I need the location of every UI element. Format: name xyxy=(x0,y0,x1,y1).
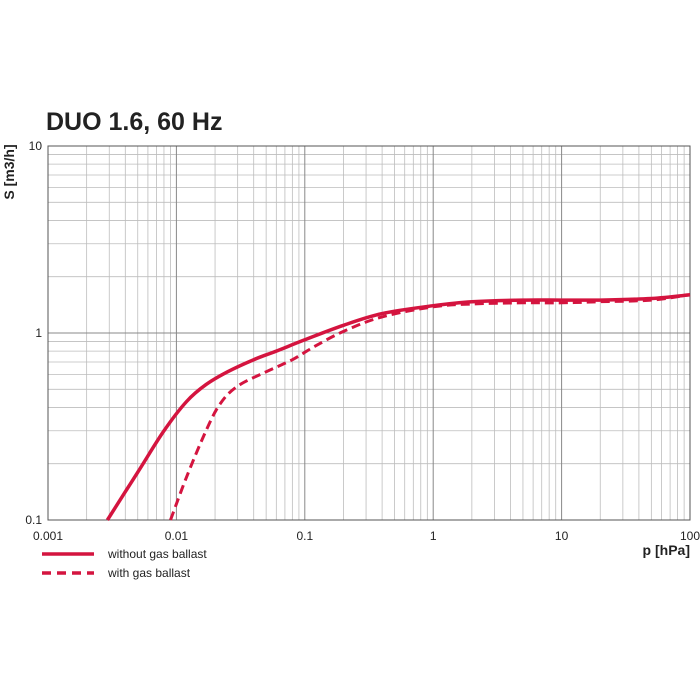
legend-label-without-gas-ballast: without gas ballast xyxy=(107,547,207,561)
y-tick-label: 10 xyxy=(29,139,43,153)
legend-label-with-gas-ballast: with gas ballast xyxy=(107,566,191,580)
y-tick-labels: 0.1 1 10 xyxy=(25,139,42,527)
x-tick-label: 0.1 xyxy=(296,529,313,543)
x-tick-label: 0.01 xyxy=(165,529,189,543)
x-tick-label: 10 xyxy=(555,529,569,543)
series-line-without-gas-ballast xyxy=(105,293,691,521)
x-tick-label: 100 xyxy=(680,529,700,543)
y-axis-label: S [m3/h] xyxy=(1,144,17,199)
y-tick-label: 1 xyxy=(35,326,42,340)
y-tick-label: 0.1 xyxy=(25,513,42,527)
chart-title: DUO 1.6, 60 Hz xyxy=(46,108,222,136)
x-axis-label: p [hPa] xyxy=(643,542,690,558)
legend: without gas ballast with gas ballast xyxy=(42,547,207,580)
x-tick-label: 0.001 xyxy=(33,529,63,543)
series-layer xyxy=(105,293,691,521)
x-tick-labels: 0.001 0.01 0.1 1 10 100 xyxy=(33,529,700,543)
series-line-with-gas-ballast xyxy=(169,293,691,521)
x-tick-label: 1 xyxy=(430,529,437,543)
plot-frame xyxy=(47,145,691,521)
